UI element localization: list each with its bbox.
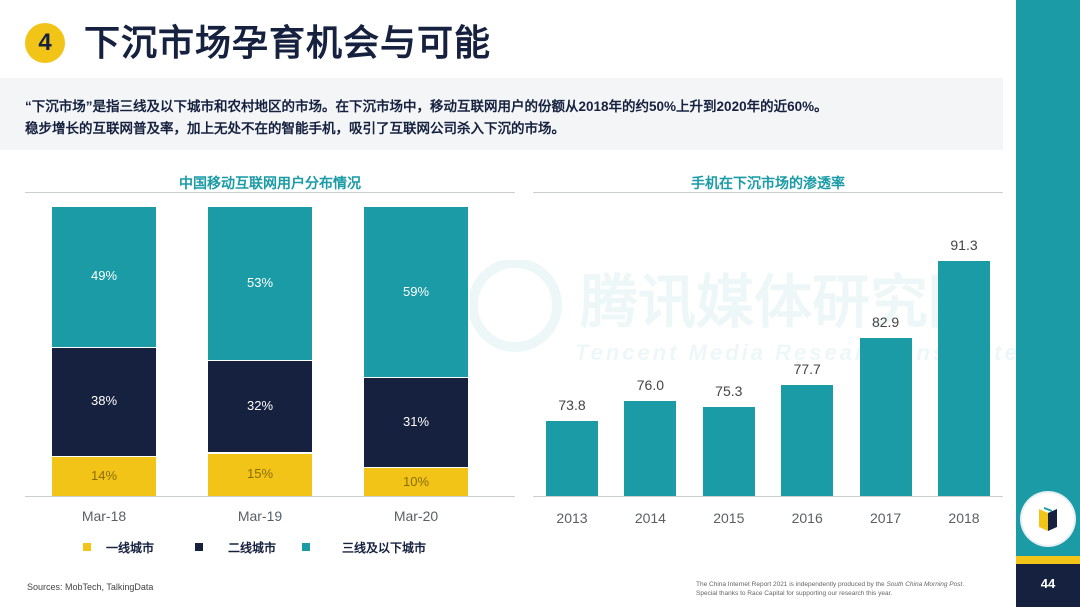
watermark-logo-icon <box>470 260 562 352</box>
left-chart-title-rule <box>25 192 515 193</box>
page-title: 下沉市场孕育机会与可能 <box>84 22 492 63</box>
bar-value-label: 77.7 <box>793 361 821 378</box>
bar-segment-label: 53% <box>246 274 274 290</box>
section-number-badge: 4 <box>25 23 65 63</box>
watermark-cn: 腾讯媒体研究院 <box>580 270 986 335</box>
bar-2015 <box>702 407 755 496</box>
right-chart-baseline <box>533 496 1003 497</box>
x-tick-label: 2015 <box>713 510 745 526</box>
right-chart-title-rule <box>533 192 1003 193</box>
x-tick-label: 2017 <box>870 510 902 526</box>
legend-label-tier1: 一线城市 <box>106 541 155 555</box>
left-chart-baseline <box>25 496 515 497</box>
right-chart-title: 手机在下沉市场的渗透率 <box>691 175 845 191</box>
bar-segment-label: 15% <box>246 466 274 482</box>
bar-value-label: 73.8 <box>558 397 586 414</box>
sources-note: Sources: MobTech, TalkingData <box>27 582 154 592</box>
legend-label-tier2: 二线城市 <box>228 541 277 555</box>
page-number: 44 <box>1040 576 1056 591</box>
bar-segment-Mar-18-二线城市 <box>52 346 156 456</box>
intro-panel: “下沉市场”是指三线及以下城市和农村地区的市场。在下沉市场中，移动互联网用户的份… <box>0 78 1003 150</box>
bar-2013 <box>546 421 598 496</box>
credit-line-1-post: . <box>962 581 965 588</box>
bar-segment-Mar-19-三线及以下城市 <box>208 206 312 360</box>
bar-2018 <box>938 261 990 496</box>
credit-note: The China Internet Report 2021 is indepe… <box>696 580 964 598</box>
x-tick-label: Mar-18 <box>81 508 127 524</box>
page-number-box <box>1016 564 1080 607</box>
bar-segment-Mar-20-二线城市 <box>364 377 468 467</box>
bar-2016 <box>781 385 834 496</box>
accent-line <box>1016 556 1080 564</box>
bar-segment-label: 31% <box>402 414 430 430</box>
bar-segment-Mar-18-一线城市 <box>52 455 156 496</box>
intro-text-line-2: 稳步增长的互联网普及率，加上无处不在的智能手机，吸引了互联网公司杀入下沉的市场。 <box>25 121 565 136</box>
x-tick-label: Mar-20 <box>393 508 439 524</box>
bar-2017 <box>859 337 912 496</box>
legend-label-tier3: 三线及以下城市 <box>342 541 427 555</box>
bar-segment-label: 10% <box>402 473 430 489</box>
bar-segment-Mar-18-三线及以下城市 <box>52 206 156 347</box>
bar-segment-Mar-20-三线及以下城市 <box>364 206 468 378</box>
bar-segment-label: 38% <box>90 393 118 409</box>
bar-segment-label: 14% <box>90 467 118 483</box>
bar-segment-Mar-20-一线城市 <box>364 467 468 496</box>
report-logo <box>1022 493 1074 545</box>
x-tick-label: 2018 <box>948 510 980 526</box>
bar-value-label: 76.0 <box>636 376 665 393</box>
bar-segment-Mar-19-二线城市 <box>208 359 312 453</box>
left-chart-title: 中国移动互联网用户分布情况 <box>179 175 361 191</box>
bar-value-label: 91.3 <box>950 237 978 254</box>
legend-swatch-tier2 <box>195 543 203 551</box>
bar-segment-label: 32% <box>246 398 274 414</box>
intro-text-line-1: “下沉市场”是指三线及以下城市和农村地区的市场。在下沉市场中，移动互联网用户的份… <box>25 99 828 114</box>
credit-line-2: Special thanks to Race Capital for suppo… <box>696 590 893 597</box>
bar-value-label: 75.3 <box>715 383 743 400</box>
x-tick-label: 2014 <box>634 510 666 526</box>
bar-segment-label: 49% <box>90 268 118 284</box>
bar-value-label: 82.9 <box>871 313 900 330</box>
bar-segment-Mar-19-一线城市 <box>208 452 312 496</box>
bar-2014 <box>624 400 677 496</box>
x-tick-label: 2013 <box>556 510 588 526</box>
legend-swatch-tier3 <box>302 543 310 551</box>
x-tick-label: 2016 <box>791 510 823 526</box>
report-logo-icon <box>1039 507 1057 531</box>
credit-line-1-pre: The China Internet Report 2021 is indepe… <box>696 581 887 588</box>
legend-swatch-tier1 <box>83 543 91 551</box>
credit-line-1-em: South China Morning Post <box>886 581 963 588</box>
x-tick-label: Mar-19 <box>237 508 283 524</box>
bar-segment-label: 59% <box>402 283 430 299</box>
